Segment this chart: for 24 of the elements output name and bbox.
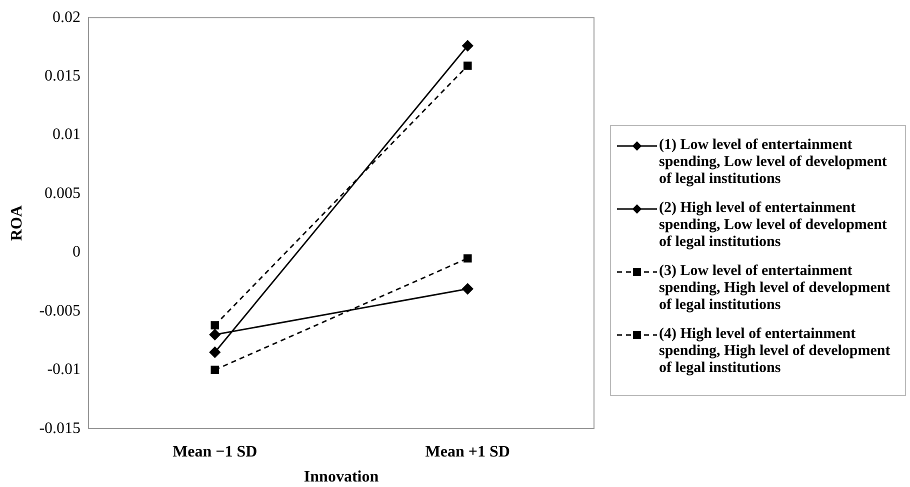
x-tick-label: Mean −1 SD <box>172 443 258 460</box>
legend-label: (2) High level of entertainment spending, Low level of development of legal institutions <box>659 200 888 251</box>
point <box>209 346 220 358</box>
x-axis-title: Innovation <box>304 468 379 486</box>
y-tick-label: -0.005 <box>39 302 81 320</box>
y-tick-label: 0.005 <box>44 184 81 202</box>
y-tick-label: 0 <box>72 244 81 261</box>
point <box>463 62 472 70</box>
y-tick-label: -0.015 <box>39 420 81 437</box>
y-tick-label: 0.02 <box>52 8 81 26</box>
point <box>209 329 220 340</box>
y-tick-label: -0.01 <box>47 361 81 378</box>
point <box>462 40 474 52</box>
point <box>210 321 220 330</box>
legend-label: (3) Low level of entertainment spending, High level of development of legal institutions <box>659 263 892 314</box>
point <box>462 283 474 294</box>
y-axis-title: ROA <box>8 204 26 241</box>
y-tick-label: 0.01 <box>52 126 81 144</box>
point <box>463 254 472 262</box>
point <box>210 366 220 374</box>
legend-label: (1) Low level of entertainment spending, Low level of development of legal institutions <box>659 137 888 188</box>
legend-label: (4) High level of entertainment spending, High level of development of legal institutions <box>659 326 892 377</box>
x-tick-label: Mean +1 SD <box>425 443 510 460</box>
y-tick-label: 0.015 <box>44 68 81 85</box>
